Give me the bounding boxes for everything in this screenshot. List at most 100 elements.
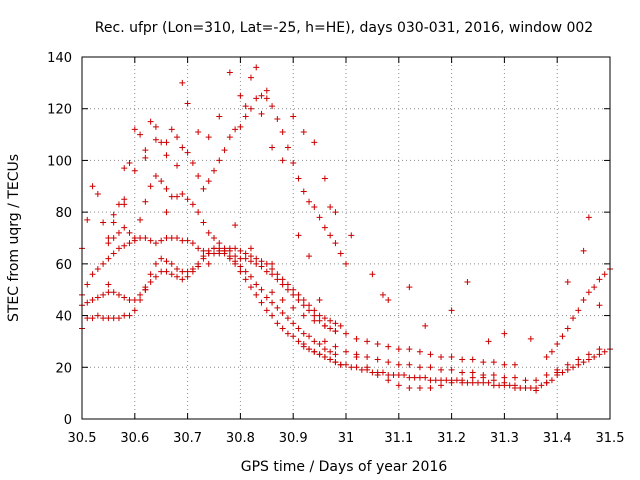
data-point — [401, 372, 408, 379]
data-point — [385, 343, 392, 350]
data-point — [232, 222, 239, 229]
data-point — [395, 372, 402, 379]
data-point — [321, 175, 328, 182]
data-point — [269, 271, 276, 278]
data-point — [427, 364, 434, 371]
data-point — [152, 273, 159, 280]
data-point — [290, 320, 297, 327]
data-point — [274, 320, 281, 327]
data-point — [596, 351, 603, 358]
data-point — [105, 255, 112, 262]
data-point — [385, 297, 392, 304]
data-point — [564, 325, 571, 332]
data-point — [274, 304, 281, 311]
data-point — [306, 302, 313, 309]
data-point — [269, 299, 276, 306]
data-point — [179, 79, 186, 86]
data-point — [591, 353, 598, 360]
data-point — [163, 152, 170, 159]
data-point — [121, 201, 128, 208]
data-point — [511, 374, 518, 381]
data-point — [448, 353, 455, 360]
data-point — [279, 281, 286, 288]
data-point — [416, 364, 423, 371]
data-point — [89, 271, 96, 278]
data-point — [422, 322, 429, 329]
data-point — [295, 297, 302, 304]
data-point — [395, 346, 402, 353]
data-point — [501, 374, 508, 381]
data-point — [158, 178, 165, 185]
data-point — [110, 315, 117, 322]
data-point — [348, 364, 355, 371]
data-point — [416, 384, 423, 391]
data-point — [158, 237, 165, 244]
data-point — [480, 379, 487, 386]
data-point — [533, 387, 540, 394]
data-point — [247, 253, 254, 260]
data-point — [321, 346, 328, 353]
data-point — [306, 307, 313, 314]
data-point — [158, 139, 165, 146]
data-point — [152, 123, 159, 130]
data-point — [411, 374, 418, 381]
data-point — [432, 377, 439, 384]
y-tick-label: 80 — [55, 206, 72, 221]
data-point — [295, 175, 302, 182]
data-point — [131, 235, 138, 241]
data-point — [189, 160, 196, 167]
data-point — [290, 333, 297, 340]
data-point — [84, 299, 91, 306]
data-point — [258, 299, 265, 306]
data-point — [269, 260, 276, 267]
data-point — [580, 359, 587, 366]
data-point — [379, 369, 386, 376]
data-point — [226, 253, 233, 260]
x-axis-label: GPS time / Days of year 2016 — [241, 459, 448, 475]
data-point — [168, 260, 175, 267]
data-point — [469, 356, 476, 363]
data-point — [226, 247, 233, 254]
data-point — [174, 134, 181, 141]
data-point — [300, 302, 307, 309]
data-point — [189, 201, 196, 208]
x-tick-label: 31.4 — [543, 431, 572, 446]
data-point — [570, 364, 577, 371]
data-point — [306, 346, 313, 353]
data-point — [490, 377, 497, 384]
y-tick-label: 120 — [47, 103, 72, 118]
data-point — [306, 198, 313, 205]
data-point — [406, 361, 413, 368]
data-point — [137, 235, 144, 241]
data-point — [316, 341, 323, 348]
data-point — [422, 374, 429, 381]
data-point — [327, 325, 334, 332]
data-point — [237, 263, 244, 270]
data-point — [501, 379, 508, 386]
data-point — [311, 139, 318, 146]
data-point — [343, 348, 349, 355]
series-arc_mid_1 — [79, 235, 344, 329]
data-point — [163, 258, 170, 265]
data-point — [263, 87, 270, 94]
data-point — [300, 330, 307, 337]
data-point — [321, 353, 328, 360]
data-point — [195, 245, 202, 252]
data-point — [105, 235, 112, 241]
data-point — [390, 372, 397, 379]
data-point — [469, 374, 476, 381]
data-point — [416, 374, 423, 381]
data-point — [337, 250, 344, 257]
data-point — [596, 276, 603, 283]
data-point — [142, 154, 149, 161]
data-point — [343, 330, 349, 337]
data-point — [596, 346, 603, 353]
x-tick-label: 30.6 — [120, 431, 149, 446]
data-point — [596, 302, 603, 309]
data-point — [184, 149, 191, 156]
data-point — [406, 374, 413, 381]
data-point — [306, 253, 313, 260]
data-point — [501, 330, 508, 337]
data-point — [448, 366, 455, 373]
data-point — [284, 315, 291, 322]
